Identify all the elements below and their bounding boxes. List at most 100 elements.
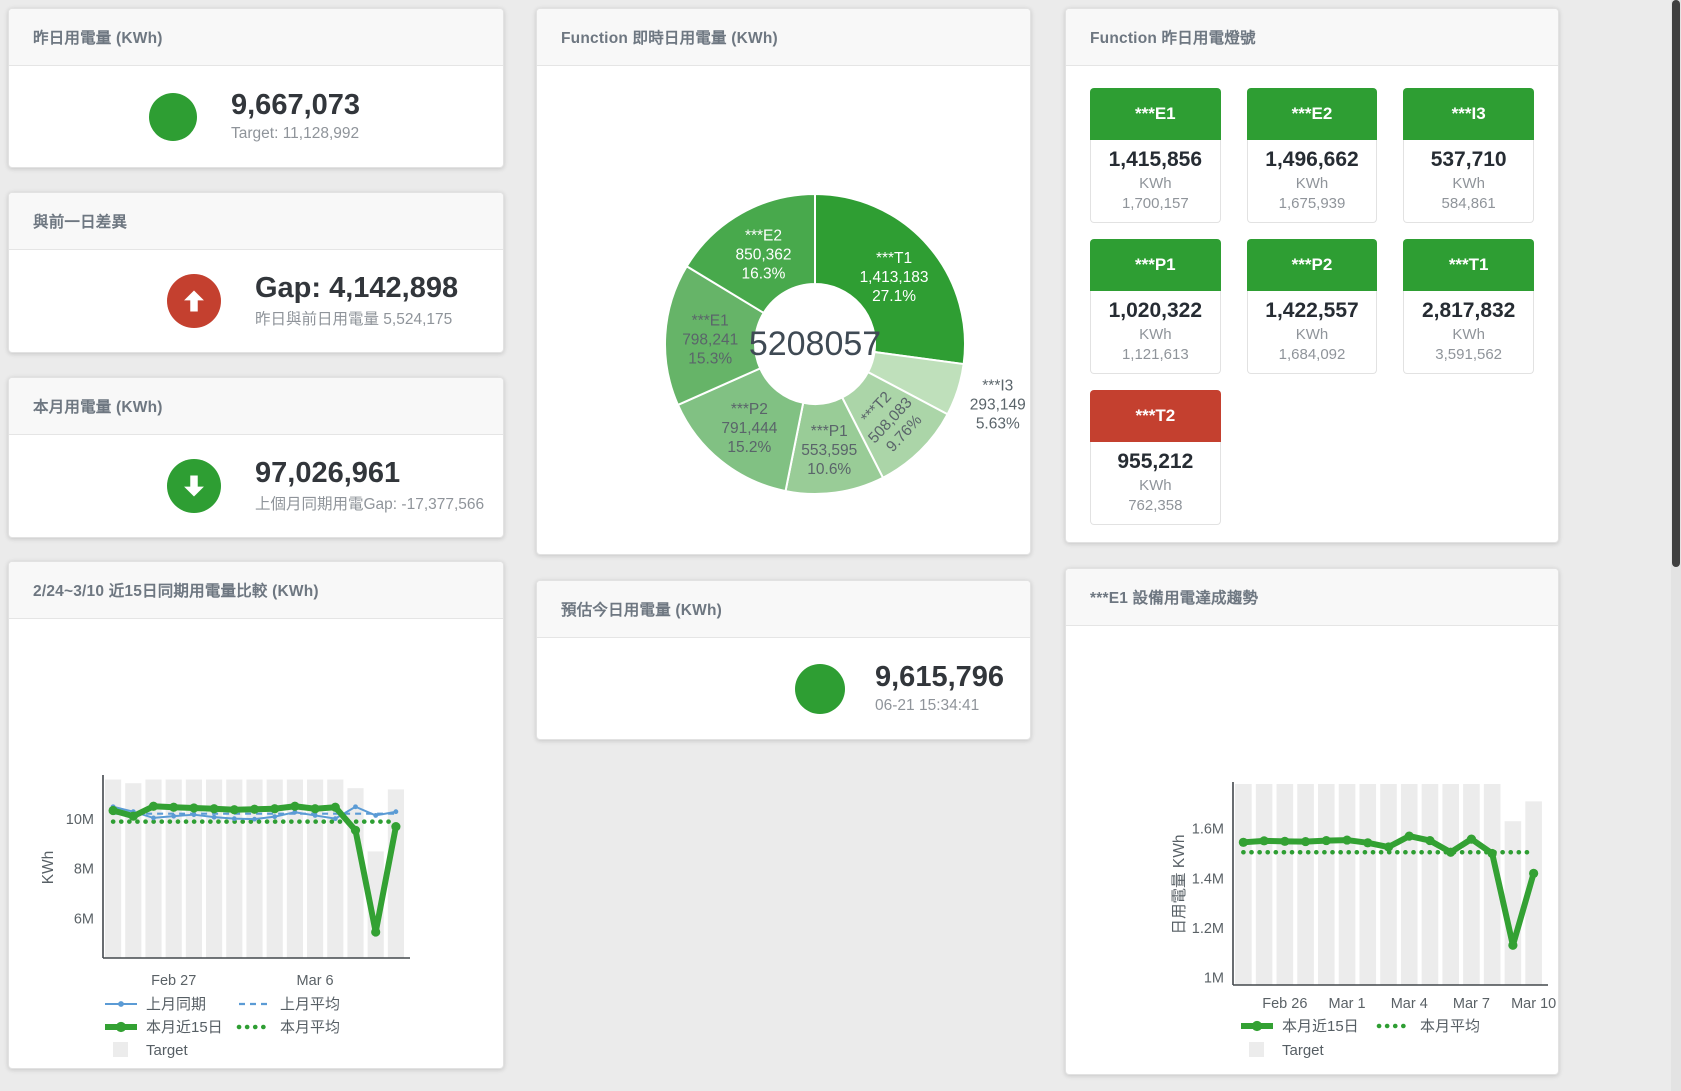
light-tile-body: 1,020,322 KWh 1,121,613 xyxy=(1090,291,1221,374)
series-point xyxy=(393,809,399,815)
card-month-usage: 本月用電量 (KWh) 97,026,961 上個月同期用電Gap: -17,3… xyxy=(8,377,504,538)
y-tick-label: 1.6M xyxy=(1192,822,1224,838)
legend-swatch-bar[interactable] xyxy=(113,1042,128,1057)
card-lights: Function 昨日用電燈號 ***E1 1,415,856 KWh 1,700,1… xyxy=(1065,8,1559,543)
target-bar xyxy=(1421,784,1439,985)
series-point xyxy=(1446,847,1456,857)
legend-swatch-bar[interactable] xyxy=(1249,1042,1264,1057)
arrow-up-circle-icon xyxy=(167,274,221,328)
light-tile-value: 1,020,322 xyxy=(1108,299,1203,322)
target-bar xyxy=(1235,784,1252,985)
series-point xyxy=(229,805,239,815)
y-tick-label: 1M xyxy=(1204,971,1224,987)
light-tile-body: 2,817,832 KWh 3,591,562 xyxy=(1403,291,1534,374)
card-title: 本月用電量 (KWh) xyxy=(33,399,163,416)
light-tile-target: 1,684,092 xyxy=(1278,346,1346,363)
y-tick-label: 1.2M xyxy=(1192,921,1224,937)
target-bar xyxy=(1276,784,1294,985)
light-tile-status-header: ***E2 xyxy=(1246,88,1378,140)
y-axis-title: 日用電量 KWh xyxy=(1171,835,1188,935)
series-point xyxy=(330,802,340,812)
series-point xyxy=(189,803,199,813)
target-bar xyxy=(266,779,283,958)
donut-slice-label: ***P2 791,444 15.2% xyxy=(721,401,777,456)
vertical-scrollbar[interactable] xyxy=(1671,0,1681,1091)
card-compare-chart: 2/24~3/10 近15日同期用電量比較 (KWh) 6M 8M 10M Feb 2… xyxy=(8,561,504,1069)
target-bar xyxy=(185,779,202,958)
series-point xyxy=(350,825,361,835)
legend-swatch-point xyxy=(118,1001,124,1007)
series-point xyxy=(353,804,358,810)
yesterday-usage-target: Target: 11,128,992 xyxy=(231,124,360,142)
card-forecast-header: 預估今日用電量 (KWh) xyxy=(537,581,1030,638)
light-tile-unit: KWh xyxy=(1295,175,1329,192)
light-tile-target: 584,861 xyxy=(1441,195,1496,212)
x-tick-label: Mar 7 xyxy=(1453,996,1490,1012)
target-bar xyxy=(125,783,142,958)
light-tile-target: 762,358 xyxy=(1128,497,1183,514)
card-title: 2/24~3/10 近15日同期用電量比較 (KWh) xyxy=(33,583,319,600)
series-point xyxy=(249,804,260,814)
forecast-value: 9,615,796 xyxy=(875,661,1005,694)
target-bar xyxy=(1525,801,1542,985)
light-tile: ***P1 1,020,322 KWh 1,121,613 xyxy=(1090,239,1221,374)
card-realtime-donut-header: Function 即時日用電量 (KWh) xyxy=(537,9,1030,66)
legend-swatch-point xyxy=(1251,1020,1263,1032)
day-gap-subtitle: 昨日與前日用電量 5,524,175 xyxy=(255,311,453,329)
light-tile-value: 1,415,856 xyxy=(1108,148,1203,171)
x-tick-label: Feb 27 xyxy=(151,973,196,989)
light-tile-body: 1,415,856 KWh 1,700,157 xyxy=(1090,140,1221,223)
donut-slice-E2 xyxy=(685,192,816,315)
day-gap-value: Gap: 4,142,898 xyxy=(255,271,459,304)
series-point xyxy=(1466,834,1477,844)
target-bar xyxy=(226,779,243,958)
legend-label[interactable]: Target xyxy=(1282,1042,1325,1059)
target-bar xyxy=(206,779,223,958)
card-yesterday-usage-header: 昨日用電量 (KWh) xyxy=(9,9,503,66)
y-axis-title: KWh xyxy=(40,851,57,885)
series-point xyxy=(272,814,278,820)
legend-label[interactable]: 本月近15日 xyxy=(1282,1018,1359,1035)
card-forecast: 預估今日用電量 (KWh) 9,615,796 06-21 15:34:41 xyxy=(536,580,1031,740)
card-day-gap: 與前一日差異 Gap: 4,142,898 昨日與前日用電量 5,524,175 xyxy=(8,192,504,353)
series-point xyxy=(373,813,379,818)
light-tile-target: 1,700,157 xyxy=(1121,195,1189,212)
target-bar xyxy=(1297,784,1314,985)
series-point xyxy=(1238,837,1248,847)
donut-slice-T1 xyxy=(814,192,966,366)
x-tick-label: Mar 4 xyxy=(1391,996,1428,1012)
light-tile-unit: KWh xyxy=(1139,326,1172,343)
light-tile-body: 537,710 KWh 584,861 xyxy=(1403,140,1534,223)
legend-label[interactable]: 上月平均 xyxy=(280,996,340,1013)
target-bar xyxy=(1400,784,1418,985)
legend-label[interactable]: 上月同期 xyxy=(146,996,206,1013)
card-title: 預估今日用電量 (KWh) xyxy=(561,602,723,619)
legend-label[interactable]: Target xyxy=(146,1042,189,1059)
arrow-down-circle-icon xyxy=(167,459,221,513)
legend-label[interactable]: 本月近15日 xyxy=(146,1019,223,1036)
y-tick-label: 8M xyxy=(74,862,94,878)
scrollbar-thumb[interactable] xyxy=(1672,0,1680,567)
series-point xyxy=(391,821,401,832)
legend-label[interactable]: 本月平均 xyxy=(1420,1018,1480,1035)
light-tile-status-header: ***E1 xyxy=(1090,88,1221,140)
donut-slice-label: ***T1 1,413,183 27.1% xyxy=(860,250,929,305)
series-point xyxy=(270,804,280,814)
series-point xyxy=(128,811,138,821)
light-tile-body: 955,212 KWh 762,358 xyxy=(1090,442,1221,525)
series-point xyxy=(290,801,300,811)
arrow-up-icon xyxy=(184,290,204,312)
series-point xyxy=(231,816,237,822)
light-tile: ***T1 2,817,832 KWh 3,591,562 xyxy=(1403,239,1534,374)
legend-label[interactable]: 本月平均 xyxy=(280,1019,340,1036)
card-month-usage-header: 本月用電量 (KWh) xyxy=(9,378,503,435)
series-point xyxy=(1487,848,1497,859)
light-tiles-grid: ***E1 1,415,856 KWh 1,700,157 ***E2 1,496,662… xyxy=(1066,66,1558,525)
series-point xyxy=(209,804,219,814)
light-tile-target: 1,121,613 xyxy=(1121,346,1189,363)
card-compare-chart-header: 2/24~3/10 近15日同期用電量比較 (KWh) xyxy=(9,562,503,619)
month-usage-gap: 上個月同期用電Gap: -17,377,566 xyxy=(255,496,485,514)
card-title: 昨日用電量 (KWh) xyxy=(33,30,163,47)
series-point xyxy=(371,927,381,937)
light-tile: ***T2 955,212 KWh 762,358 xyxy=(1090,390,1221,525)
